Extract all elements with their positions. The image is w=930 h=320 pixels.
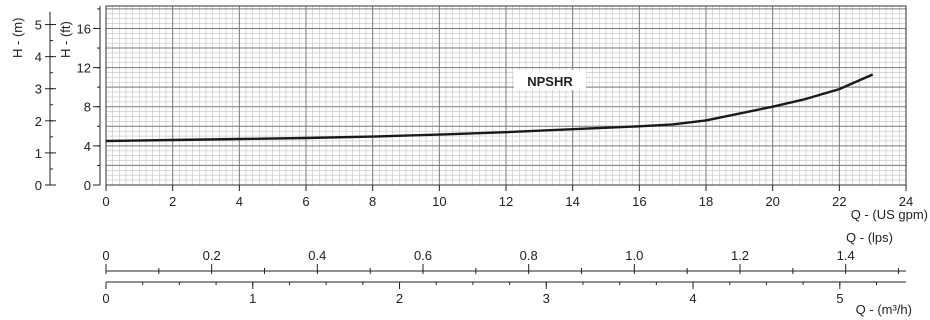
lps-tick-label: 0.2 xyxy=(203,248,221,263)
x-tick-label: 8 xyxy=(369,194,376,209)
x-axis-label: Q - (US gpm) xyxy=(851,207,928,222)
x-tick-label: 22 xyxy=(832,194,846,209)
y-m-tick-label: 3 xyxy=(35,82,42,97)
x-tick-label: 12 xyxy=(499,194,513,209)
y-m-tick-label: 2 xyxy=(35,114,42,129)
x-tick-label: 16 xyxy=(632,194,646,209)
y-axis-ft-label: H - (ft) xyxy=(58,21,73,58)
lps-tick-label: 0.8 xyxy=(520,248,538,263)
y-m-tick-label: 4 xyxy=(35,50,42,65)
lps-tick-label: 1.2 xyxy=(731,248,749,263)
x-tick-label: 4 xyxy=(236,194,243,209)
y-axis-m-label: H - (m) xyxy=(10,18,25,58)
chart-marks: NPSHR xyxy=(105,70,874,143)
y-ft-tick-label: 0 xyxy=(84,178,91,193)
x-tick-label: 0 xyxy=(102,194,109,209)
lps-axis-label: Q - (lps) xyxy=(846,230,893,245)
y-m-tick-label: 0 xyxy=(35,178,42,193)
chart-axes: 0 2 4 6 8 10 12 14 16 18 20 22 24Q - (US gpm)0481216… xyxy=(10,6,928,317)
x-tick-label: 20 xyxy=(765,194,779,209)
y-m-tick-label: 5 xyxy=(35,18,42,33)
x-tick-label: 6 xyxy=(302,194,309,209)
m3h-tick-label: 5 xyxy=(836,291,843,306)
chart-grid xyxy=(105,6,907,186)
x-tick-label: 14 xyxy=(565,194,579,209)
m3h-tick-label: 4 xyxy=(689,291,696,306)
x-tick-label: 18 xyxy=(699,194,713,209)
y-ft-tick-label: 8 xyxy=(84,100,91,115)
lps-tick-label: 0.6 xyxy=(414,248,432,263)
m3h-axis-label: Q - (m³/h) xyxy=(856,302,912,317)
x-tick-label: 2 xyxy=(169,194,176,209)
lps-tick-label: 0.4 xyxy=(308,248,326,263)
y-ft-tick-label: 12 xyxy=(77,61,91,76)
npshr-curve xyxy=(105,73,874,143)
x-tick-label: 10 xyxy=(432,194,446,209)
lps-tick-label: 1.4 xyxy=(837,248,855,263)
y-m-tick-label: 1 xyxy=(35,146,42,161)
lps-tick-label: 0 xyxy=(102,248,109,263)
m3h-tick-label: 1 xyxy=(249,291,256,306)
m3h-tick-label: 2 xyxy=(396,291,403,306)
y-ft-tick-label: 16 xyxy=(77,21,91,36)
y-ft-tick-label: 4 xyxy=(84,139,91,154)
m3h-tick-label: 0 xyxy=(102,291,109,306)
lps-tick-label: 1.0 xyxy=(625,248,643,263)
m3h-tick-label: 3 xyxy=(543,291,550,306)
series-label-box xyxy=(514,70,586,90)
series-label: NPSHR xyxy=(527,74,573,89)
x-tick-label: 24 xyxy=(899,194,913,209)
